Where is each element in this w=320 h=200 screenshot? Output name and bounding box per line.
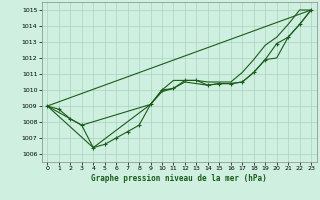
- X-axis label: Graphe pression niveau de la mer (hPa): Graphe pression niveau de la mer (hPa): [91, 174, 267, 183]
